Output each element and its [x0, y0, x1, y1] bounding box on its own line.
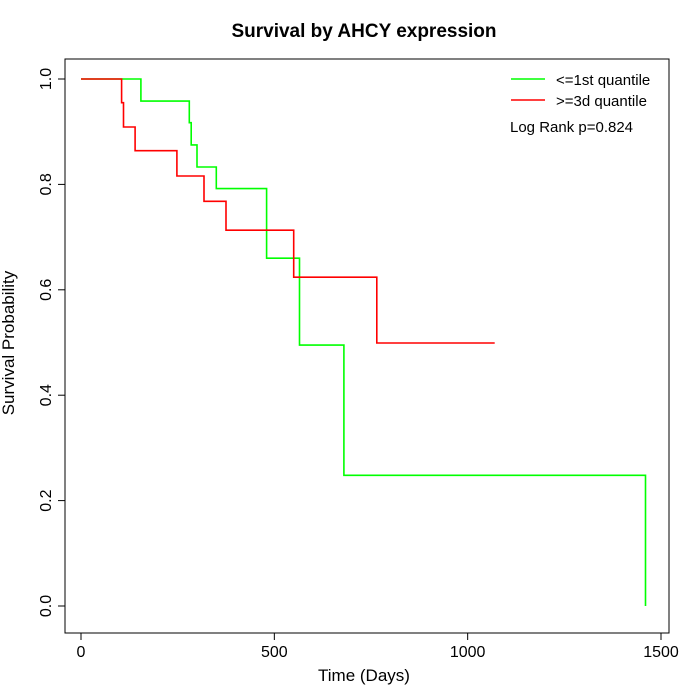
y-axis: 0.0 0.2 0.4 0.6 0.8 1.0 [38, 68, 66, 617]
legend-label-series-2: >=3d quantile [556, 93, 647, 110]
plot-frame [64, 58, 670, 634]
y-tick-label: 0.2 [38, 489, 55, 511]
x-tick-label: 1500 [643, 644, 679, 661]
series-layer [81, 78, 647, 606]
x-axis: 0 500 1000 1500 [77, 632, 679, 661]
series-line-2 [81, 78, 495, 344]
chart-title: Survival by AHCY expression [231, 21, 496, 42]
x-tick-label: 0 [77, 644, 86, 661]
y-tick-label: 0.8 [38, 173, 55, 195]
y-axis-label: Survival Probability [0, 270, 18, 415]
y-tick-label: 1.0 [38, 68, 55, 90]
y-tick-label: 0.4 [38, 384, 55, 406]
legend: <=1st quantile >=3d quantile [511, 72, 650, 110]
y-tick-label: 0.0 [38, 595, 55, 617]
x-tick-label: 500 [261, 644, 288, 661]
x-tick-label: 1000 [450, 644, 486, 661]
log-rank-annotation: Log Rank p=0.824 [510, 119, 633, 136]
legend-label-series-1: <=1st quantile [556, 72, 650, 89]
x-axis-label: Time (Days) [318, 666, 410, 685]
series-line-1 [81, 78, 647, 606]
y-tick-label: 0.6 [38, 279, 55, 301]
